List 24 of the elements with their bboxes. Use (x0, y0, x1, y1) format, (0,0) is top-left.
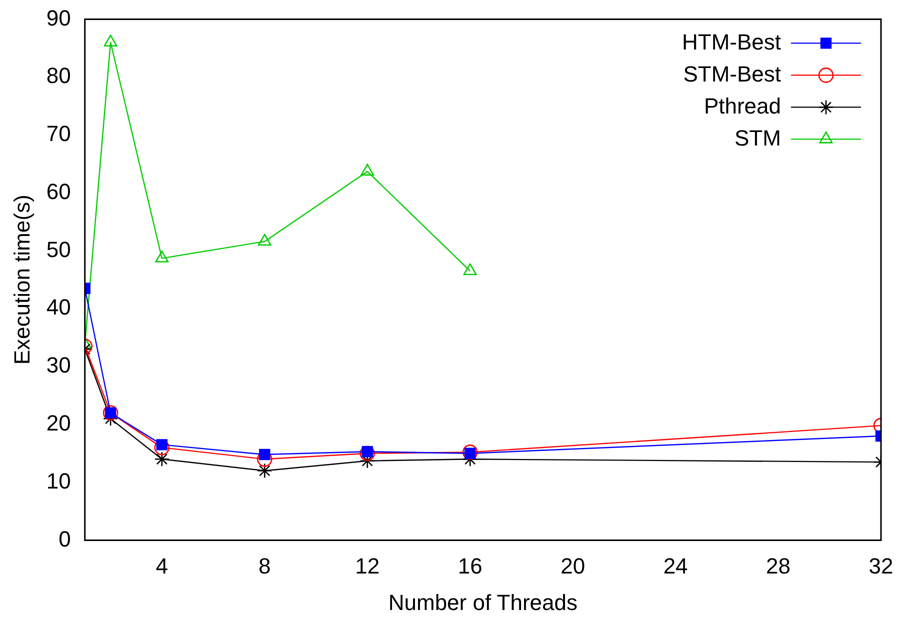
x-tick-label: 4 (156, 553, 168, 578)
x-tick-label: 16 (458, 553, 482, 578)
legend-label: HTM-Best (682, 29, 781, 54)
legend-label: Pthread (704, 93, 781, 118)
y-tick-label: 80 (46, 63, 71, 88)
y-tick-label: 70 (46, 121, 71, 146)
y-tick-label: 10 (46, 468, 71, 494)
y-tick-label: 0 (58, 526, 71, 552)
y-tick-label: 90 (46, 5, 71, 30)
x-tick-label: 32 (868, 553, 894, 578)
legend-label: STM (734, 125, 781, 150)
y-axis-title: Execution time(s) (9, 194, 34, 365)
y-tick-label: 20 (46, 410, 71, 436)
x-axis-title: Number of Threads (388, 590, 578, 615)
x-tick-label: 12 (355, 553, 380, 578)
legend-label: STM-Best (683, 61, 781, 86)
y-tick-label: 50 (46, 236, 71, 262)
x-tick-label: 8 (258, 553, 271, 578)
x-tick-label: 28 (766, 553, 791, 578)
y-tick-label: 30 (46, 352, 71, 378)
y-tick-label: 60 (46, 178, 71, 204)
x-tick-label: 24 (663, 553, 688, 578)
x-tick-label: 20 (560, 553, 586, 578)
y-tick-label: 40 (46, 294, 71, 320)
